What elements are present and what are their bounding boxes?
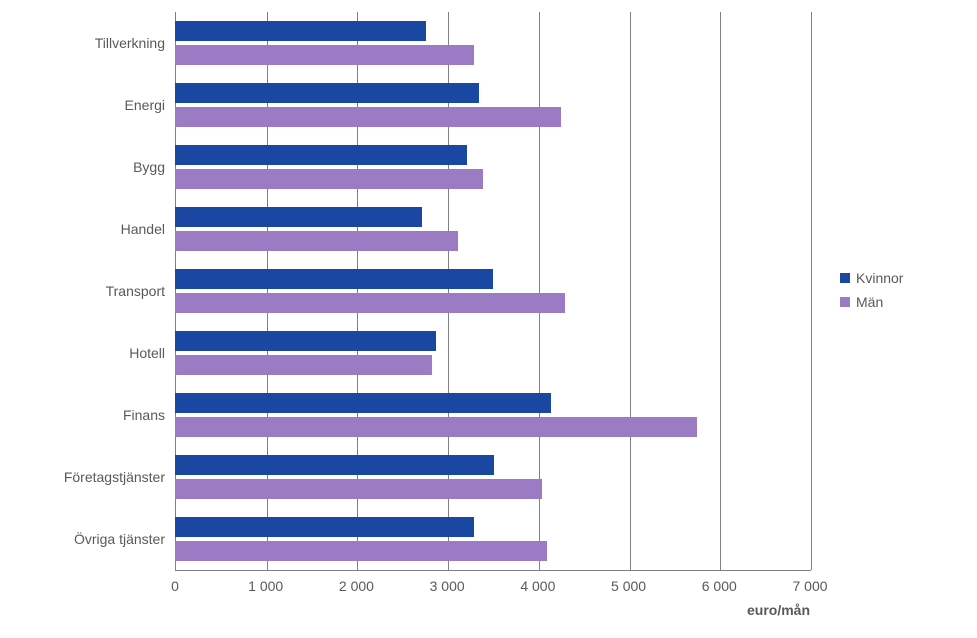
x-tick-label: 2 000	[339, 578, 374, 594]
legend-swatch	[840, 273, 850, 283]
category-label: Energi	[125, 97, 165, 113]
bar-kvinnor	[175, 331, 436, 351]
category-label: Bygg	[133, 159, 165, 175]
bar-kvinnor	[175, 21, 426, 41]
bar-kvinnor	[175, 517, 474, 537]
gridline	[630, 12, 631, 570]
bar-män	[175, 417, 697, 437]
bar-män	[175, 169, 483, 189]
bar-kvinnor	[175, 207, 422, 227]
x-tick-label: 6 000	[702, 578, 737, 594]
category-label: Hotell	[129, 345, 165, 361]
bar-kvinnor	[175, 145, 467, 165]
x-tick-label: 3 000	[430, 578, 465, 594]
category-label: Tillverkning	[95, 35, 165, 51]
bar-män	[175, 45, 474, 65]
category-label: Transport	[106, 283, 165, 299]
bar-män	[175, 231, 458, 251]
legend-swatch	[840, 297, 850, 307]
category-label: Handel	[121, 221, 165, 237]
bar-män	[175, 107, 561, 127]
bar-kvinnor	[175, 269, 493, 289]
legend-label: Män	[856, 294, 883, 310]
gridline	[811, 12, 812, 570]
bar-män	[175, 355, 432, 375]
bar-män	[175, 293, 565, 313]
gridline	[720, 12, 721, 570]
legend-item: Män	[840, 294, 903, 310]
bar-kvinnor	[175, 393, 551, 413]
category-label: Övriga tjänster	[74, 531, 165, 547]
category-label: Finans	[123, 407, 165, 423]
x-tick-label: 7 000	[792, 578, 827, 594]
x-tick-label: 0	[171, 578, 179, 594]
x-axis-title: euro/mån	[747, 602, 810, 618]
salary-by-sector-chart: Kvinnor Män euro/mån 0 1 000 2 000 3 000 4 00…	[0, 0, 977, 638]
x-tick-label: 5 000	[611, 578, 646, 594]
bar-män	[175, 541, 547, 561]
bar-män	[175, 479, 542, 499]
legend: Kvinnor Män	[840, 270, 903, 318]
bar-kvinnor	[175, 455, 494, 475]
x-tick-label: 1 000	[248, 578, 283, 594]
x-tick-label: 4 000	[520, 578, 555, 594]
category-label: Företagstjänster	[64, 469, 165, 485]
legend-label: Kvinnor	[856, 270, 903, 286]
legend-item: Kvinnor	[840, 270, 903, 286]
bar-kvinnor	[175, 83, 479, 103]
